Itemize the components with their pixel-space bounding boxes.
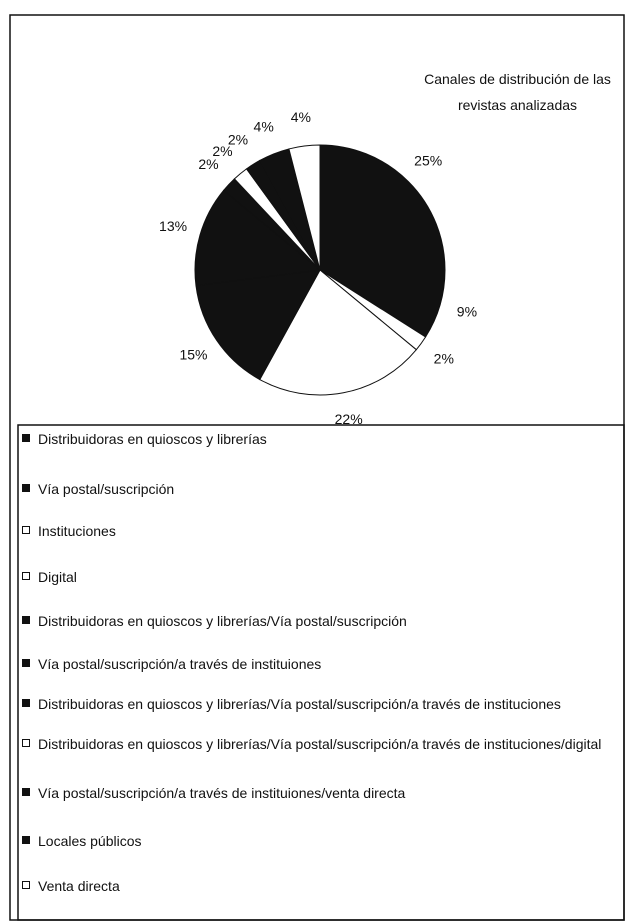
legend-label: Vía postal/suscripción: [38, 481, 175, 497]
legend-item: Distribuidoras en quioscos y librerías/V…: [22, 612, 622, 630]
legend-item: Vía postal/suscripción: [22, 480, 622, 498]
legend-item: Vía postal/suscripción/a través de insti…: [22, 655, 622, 673]
legend-item: Distribuidoras en quioscos y librerías/V…: [22, 735, 622, 753]
legend-swatch: [22, 659, 30, 667]
legend-swatch: [22, 836, 30, 844]
legend-swatch: [22, 616, 30, 624]
legend-item: Distribuidoras en quioscos y librerías/V…: [22, 695, 622, 713]
data-label: 4%: [291, 109, 311, 125]
data-label: 15%: [179, 347, 207, 363]
legend-label: Distribuidoras en quioscos y librerías/V…: [38, 696, 561, 712]
pie-slice: [195, 269, 321, 381]
legend-item: Distribuidoras en quioscos y librerías: [22, 430, 622, 448]
legend-label: Distribuidoras en quioscos y librerías: [38, 431, 267, 447]
legend-swatch: [22, 484, 30, 492]
data-label: 25%: [414, 153, 442, 169]
legend-label: Vía postal/suscripción/a través de insti…: [38, 656, 322, 672]
legend-item: Venta directa: [22, 877, 622, 895]
data-label: 22%: [335, 411, 363, 427]
pie-slice: [194, 189, 322, 287]
legend-item: Digital: [22, 568, 622, 586]
data-label: 13%: [159, 218, 187, 234]
pie-slice: [288, 144, 321, 271]
legend-swatch: [22, 434, 30, 442]
legend-swatch: [22, 572, 30, 580]
data-label: 2%: [228, 132, 248, 148]
legend-swatch: [22, 788, 30, 796]
pie-slice: [259, 269, 418, 396]
legend-label: Distribuidoras en quioscos y librerías/V…: [38, 736, 602, 752]
legend-label: Vía postal/suscripción/a través de insti…: [38, 785, 406, 801]
legend-swatch: [22, 881, 30, 889]
data-label: 4%: [254, 118, 274, 134]
chart-title: Canales de distribución de las revistas …: [424, 71, 611, 113]
data-label: 2%: [212, 143, 232, 159]
data-label: 2%: [198, 156, 218, 172]
legend-label: Digital: [38, 569, 77, 585]
data-label: 9%: [457, 303, 477, 319]
pie-slice: [319, 144, 446, 271]
legend-item: Locales públicos: [22, 832, 622, 850]
legend-swatch: [22, 526, 30, 534]
legend-swatch: [22, 739, 30, 747]
legend-swatch: [22, 699, 30, 707]
data-label: 2%: [434, 351, 454, 367]
legend-label: Instituciones: [38, 523, 116, 539]
legend-item: Instituciones: [22, 522, 622, 540]
legend-label: Venta directa: [38, 878, 120, 894]
legend-label: Locales públicos: [38, 833, 142, 849]
legend-frame: [17, 424, 625, 921]
legend-item: Vía postal/suscripción/a través de insti…: [22, 784, 622, 802]
legend-label: Distribuidoras en quioscos y librerías/V…: [38, 613, 407, 629]
